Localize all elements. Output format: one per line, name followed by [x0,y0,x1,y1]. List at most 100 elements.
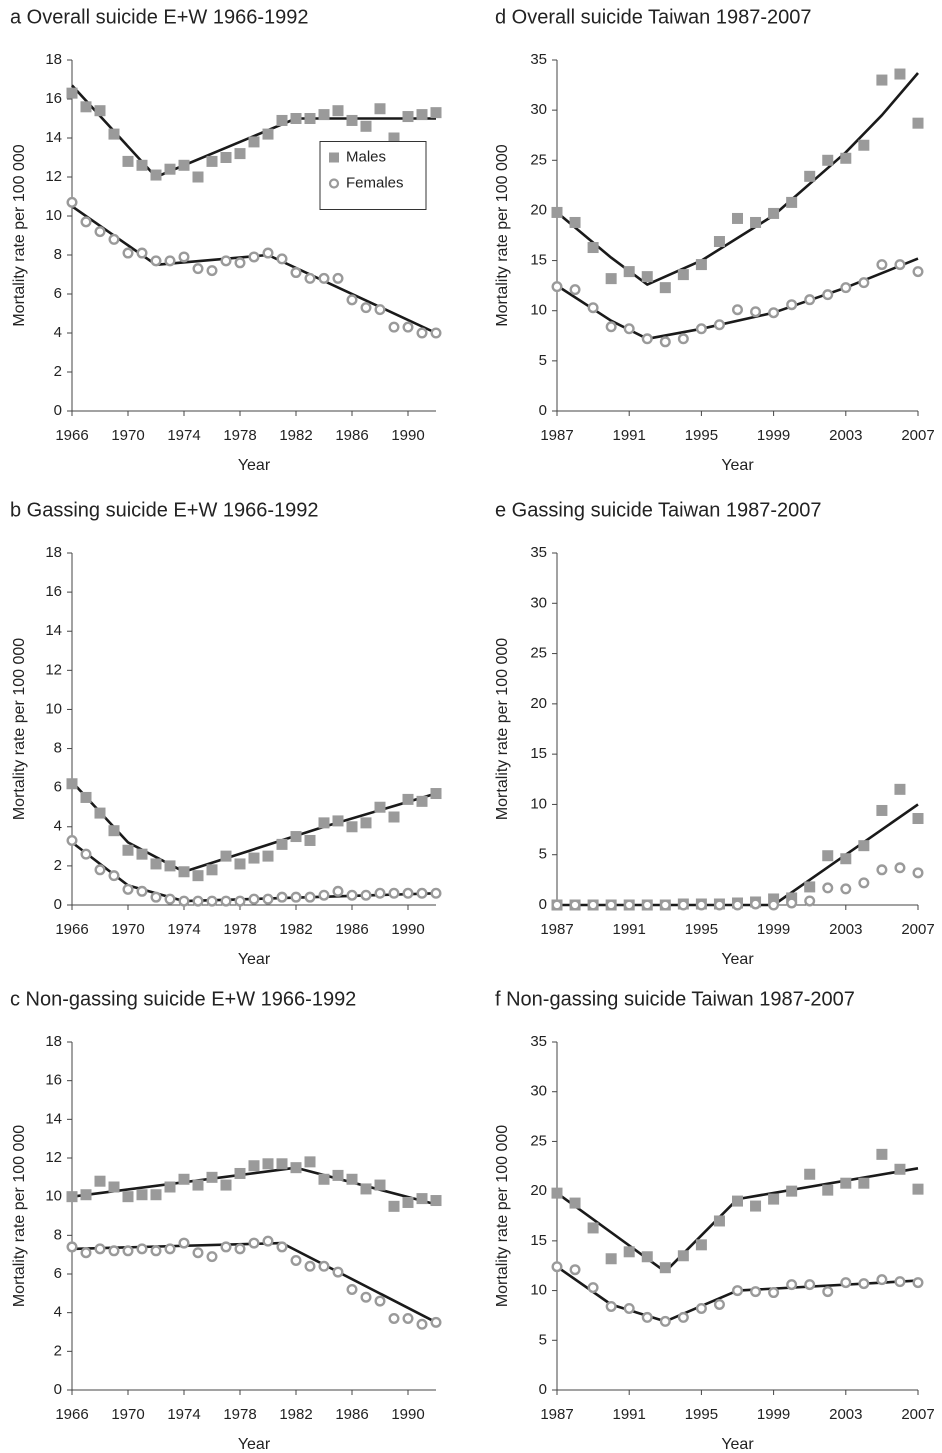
female-point [587,899,599,911]
male-point [206,864,218,876]
panel-title: d Overall suicide Taiwan 1987-2007 [495,6,812,28]
panel: e Gassing suicide Taiwan 1987-2007 Mortal… [494,499,934,968]
panel-title: c Non-gassing suicide E+W 1966-1992 [10,988,356,1010]
female-point [276,1241,288,1253]
male-point [894,1163,906,1175]
x-tick-label: 1974 [167,921,200,938]
y-tick-label: 8 [54,1226,62,1243]
y-axis-label: Mortality rate per 100 000 [11,144,28,326]
male-point [332,815,344,827]
female-point [318,889,330,901]
male-point [150,1189,162,1201]
panel-title: b Gassing suicide E+W 1966-1992 [10,499,319,521]
male-point [822,850,834,862]
female-point [416,887,428,899]
x-tick-label: 1990 [391,921,424,938]
panel-title: f Non-gassing suicide Taiwan 1987-2007 [495,988,855,1010]
y-tick-label: 16 [45,90,62,107]
panel: b Gassing suicide E+W 1966-1992 Mortality… [10,499,442,968]
male-point [262,128,274,140]
x-tick-label: 1995 [685,427,718,444]
male-point [894,783,906,795]
y-tick-label: 0 [54,896,62,913]
y-tick-label: 6 [54,779,62,796]
x-tick-label: 1990 [391,427,424,444]
female-point [150,1245,162,1257]
male-point [623,266,635,278]
male-point [732,212,743,224]
male-point [840,1177,852,1189]
male-point [332,105,344,117]
male-point [164,1181,176,1193]
y-tick-label: 15 [530,1232,547,1249]
male-point [262,1158,274,1170]
y-tick-label: 5 [539,1331,547,1348]
male-point [318,109,330,121]
male-point [234,858,246,870]
legend-label: Males [346,148,386,165]
y-tick-label: 30 [530,1083,547,1100]
x-axis-label: Year [721,457,754,474]
x-tick-label: 1982 [279,1406,312,1423]
male-point [290,1162,302,1174]
x-tick-label: 1991 [613,921,646,938]
male-point [304,113,316,124]
y-tick-label: 10 [45,207,62,224]
female-point [192,1247,204,1259]
male-point [768,893,780,905]
male-point [894,68,906,80]
male-point [912,1183,924,1195]
y-tick-label: 30 [530,101,547,118]
female-point [304,272,316,284]
x-tick-label: 1999 [757,427,790,444]
female-point [276,253,288,265]
female-point [290,267,302,279]
y-tick-label: 10 [45,700,62,717]
male-point [858,139,870,151]
x-tick-label: 1978 [223,921,256,938]
x-tick-label: 1982 [279,427,312,444]
male-point [178,866,190,878]
x-tick-label: 2003 [829,1406,862,1423]
x-tick-label: 2007 [901,921,934,938]
female-point [150,891,162,903]
female-point [695,899,707,911]
x-tick-label: 1987 [540,427,573,444]
y-tick-label: 10 [530,795,547,812]
x-tick-label: 2003 [829,921,862,938]
female-point [80,1247,92,1259]
female-point [858,277,870,289]
female-point [768,307,780,319]
female-point [248,893,260,905]
female-point [732,899,744,911]
female-point [732,1285,744,1297]
male-point [346,821,358,833]
male-point [192,171,204,183]
female-point [318,272,330,284]
y-axis-label: Mortality rate per 100 000 [494,144,511,326]
male-point [430,1195,442,1207]
female-point [220,255,232,267]
male-point [804,1168,816,1180]
x-tick-label: 1966 [55,427,88,444]
male-point [290,831,302,843]
male-point [768,207,780,219]
female-point [623,323,635,335]
female-point [304,1260,316,1272]
female-point [894,259,906,271]
y-tick-label: 2 [54,363,62,380]
female-point [402,887,414,899]
male-point [402,1196,414,1208]
female-point [804,294,816,306]
female-point [178,251,190,263]
female-point [840,1277,852,1289]
female-point [122,883,134,895]
male-point [840,152,852,164]
female-point [840,282,852,294]
male-point [587,242,599,254]
y-tick-label: 6 [54,285,62,302]
x-tick-label: 2007 [901,1406,934,1423]
female-point [587,302,599,314]
x-axis-label: Year [721,1436,754,1453]
